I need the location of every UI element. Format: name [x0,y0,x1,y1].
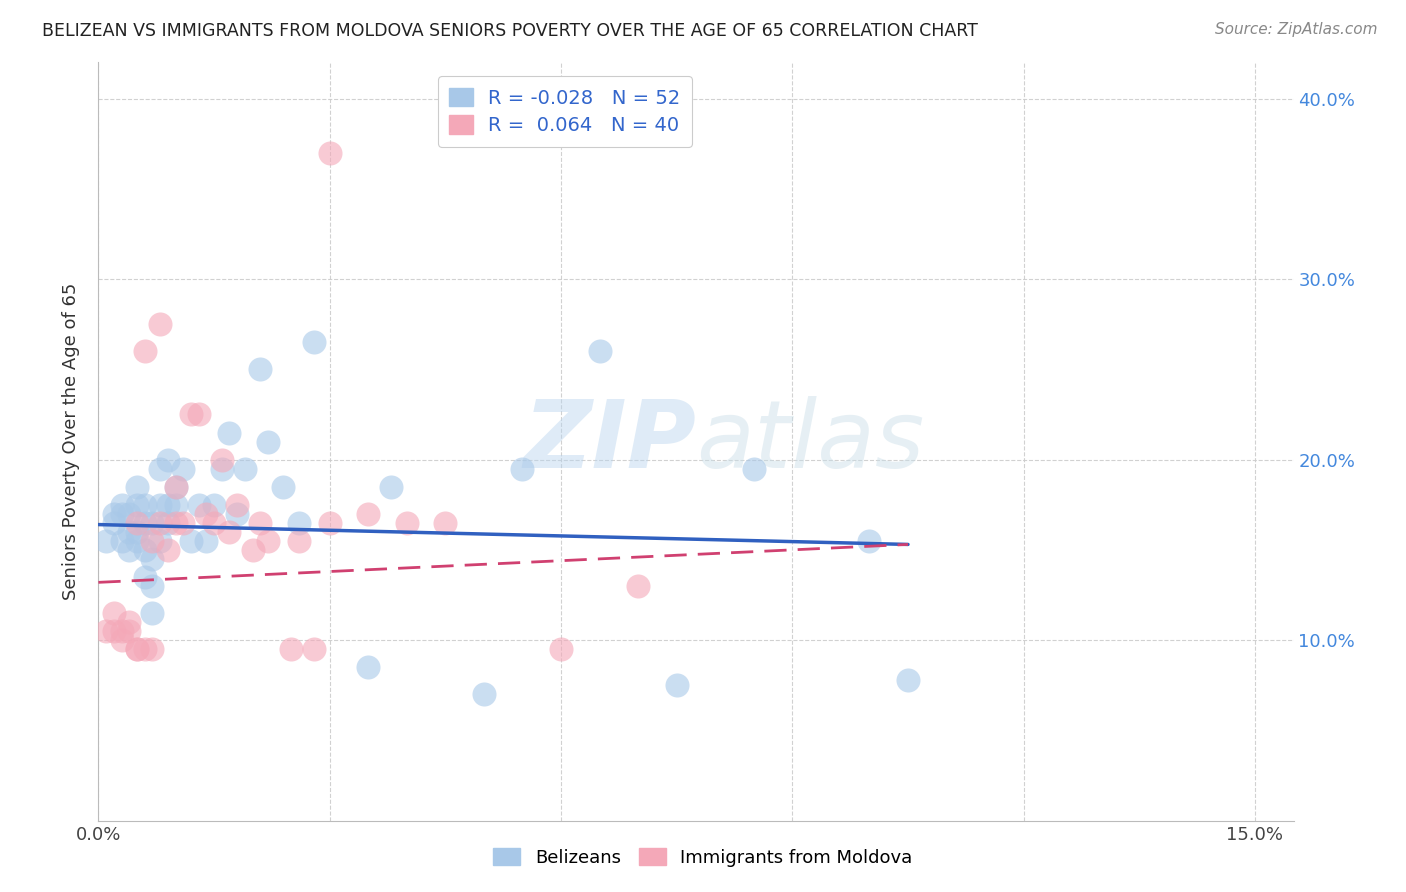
Point [434,516,457,530]
Point [226,498,249,512]
Point [125,498,148,512]
Point [288,516,311,530]
Point [395,516,418,530]
Point [156,452,179,467]
Point [149,516,172,530]
Point [211,461,233,475]
Point [110,633,132,648]
Point [172,516,194,530]
Point [94,533,117,548]
Point [180,533,202,548]
Point [141,642,163,657]
Point [165,516,187,530]
Point [588,344,610,359]
Point [149,498,172,512]
Point [141,579,163,593]
Point [273,480,295,494]
Point [125,642,148,657]
Point [156,516,179,530]
Point [118,507,141,521]
Point [742,461,765,475]
Point [249,516,271,530]
Point [118,542,141,557]
Point [550,642,572,657]
Point [141,516,163,530]
Text: BELIZEAN VS IMMIGRANTS FROM MOLDOVA SENIORS POVERTY OVER THE AGE OF 65 CORRELATI: BELIZEAN VS IMMIGRANTS FROM MOLDOVA SENI… [42,22,979,40]
Point [110,624,132,639]
Point [141,552,163,566]
Point [257,434,280,449]
Point [187,408,209,422]
Point [110,507,132,521]
Point [134,516,156,530]
Legend: R = -0.028   N = 52, R =  0.064   N = 40: R = -0.028 N = 52, R = 0.064 N = 40 [437,76,692,147]
Point [125,642,148,657]
Point [118,624,141,639]
Point [304,335,326,350]
Point [512,461,534,475]
Point [257,533,280,548]
Point [149,317,172,331]
Point [110,498,132,512]
Point [165,498,187,512]
Point [134,542,156,557]
Point [195,507,218,521]
Point [211,452,233,467]
Text: Source: ZipAtlas.com: Source: ZipAtlas.com [1215,22,1378,37]
Point [165,480,187,494]
Point [187,498,209,512]
Point [357,660,380,674]
Text: ZIP: ZIP [523,395,696,488]
Point [218,524,240,539]
Y-axis label: Seniors Poverty Over the Age of 65: Seniors Poverty Over the Age of 65 [62,283,80,600]
Point [156,542,179,557]
Point [195,533,218,548]
Point [319,145,342,160]
Point [172,461,194,475]
Point [202,516,225,530]
Point [141,533,163,548]
Legend: Belizeans, Immigrants from Moldova: Belizeans, Immigrants from Moldova [486,841,920,874]
Point [118,524,141,539]
Point [233,461,256,475]
Point [226,507,249,521]
Point [125,533,148,548]
Point [218,425,240,440]
Point [149,461,172,475]
Point [202,498,225,512]
Point [134,642,156,657]
Point [627,579,650,593]
Point [156,498,179,512]
Point [103,507,125,521]
Point [288,533,311,548]
Point [380,480,402,494]
Point [165,480,187,494]
Point [134,570,156,584]
Point [280,642,302,657]
Point [118,615,141,629]
Point [94,624,117,639]
Point [125,480,148,494]
Point [103,606,125,620]
Point [472,687,495,701]
Point [125,524,148,539]
Point [103,624,125,639]
Point [125,516,148,530]
Point [180,408,202,422]
Point [665,678,688,692]
Point [134,498,156,512]
Point [141,606,163,620]
Point [897,673,920,687]
Point [134,344,156,359]
Text: atlas: atlas [696,396,924,487]
Point [110,533,132,548]
Point [242,542,264,557]
Point [103,516,125,530]
Point [304,642,326,657]
Point [858,533,880,548]
Point [249,362,271,376]
Point [319,516,342,530]
Point [357,507,380,521]
Point [149,533,172,548]
